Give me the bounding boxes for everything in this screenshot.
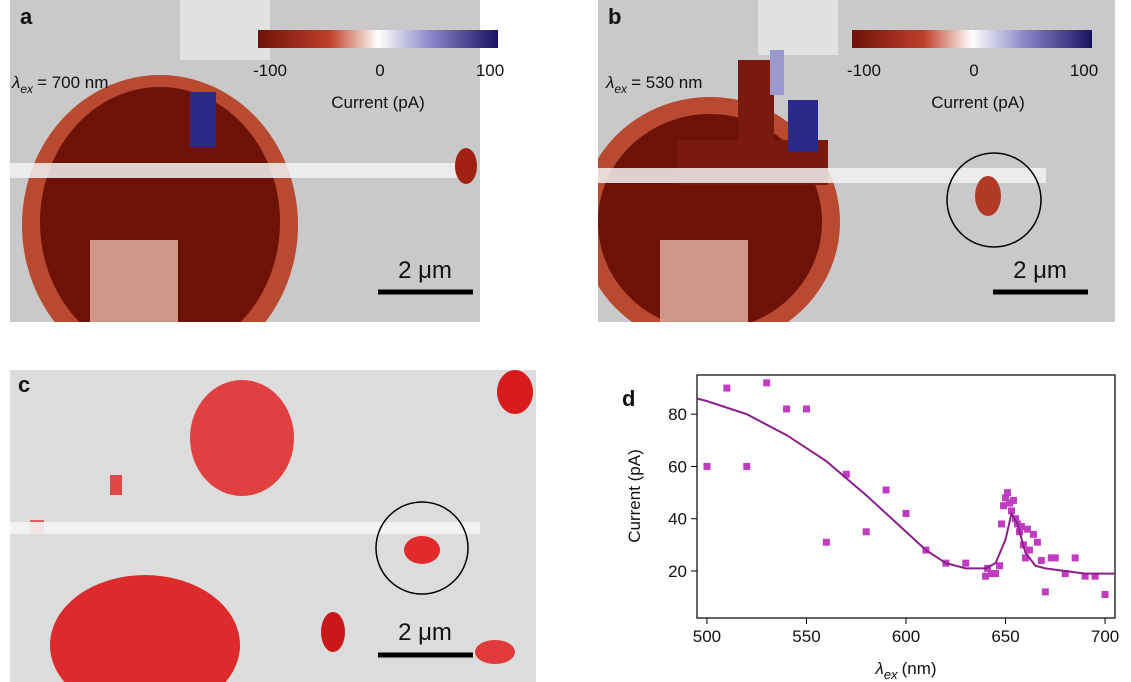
y-tick-label: 40 <box>668 510 687 529</box>
y-tick-label: 20 <box>668 562 687 581</box>
data-point <box>763 379 771 387</box>
data-point <box>996 562 1004 570</box>
data-point <box>1081 572 1089 580</box>
data-point <box>1041 588 1049 596</box>
photocurrent-region <box>738 60 774 180</box>
excitation-label: λex = 530 nm <box>605 73 702 96</box>
data-point <box>1061 570 1069 578</box>
data-point <box>1000 502 1008 510</box>
x-tick-label: 650 <box>991 627 1019 646</box>
electrode <box>90 240 178 322</box>
photocurrent-spot <box>455 148 477 184</box>
panel-label: a <box>20 4 33 29</box>
highlight-circle <box>375 501 469 595</box>
photocurrent-region <box>190 380 294 496</box>
data-point <box>992 570 1000 578</box>
data-point <box>862 528 870 536</box>
negative-region <box>788 100 818 152</box>
excitation-label: λex = 700 nm <box>11 73 108 96</box>
data-point <box>723 384 731 392</box>
data-point <box>1006 499 1014 507</box>
photocurrent-spot <box>497 370 533 414</box>
y-tick-label: 80 <box>668 405 687 424</box>
y-axis-label: Current (pA) <box>625 449 644 543</box>
photocurrent-spot <box>475 640 515 664</box>
x-axis-label: λex (nm) <box>874 659 936 682</box>
data-point <box>1023 525 1031 533</box>
colorbar-label: Current (pA) <box>331 93 425 112</box>
panel-label: b <box>608 4 621 29</box>
data-point <box>842 470 850 478</box>
scale-bar-label: 2 μm <box>398 257 452 284</box>
panel-b: b λex = 530 nm Current (pA) 2 μm -100 0 100 <box>598 0 1115 322</box>
x-tick-label: 700 <box>1091 627 1119 646</box>
data-point <box>998 520 1006 528</box>
nanowire <box>10 522 480 534</box>
electrode <box>180 0 270 60</box>
photocurrent-spot <box>110 475 122 495</box>
data-point <box>1051 554 1059 562</box>
colorbar-label: Current (pA) <box>931 93 1025 112</box>
data-point <box>902 509 910 517</box>
photocurrent-spot <box>975 176 1001 216</box>
negative-region <box>770 50 784 95</box>
photocurrent-spot <box>321 612 345 652</box>
data-point <box>1017 523 1025 531</box>
x-tick-label: 500 <box>693 627 721 646</box>
x-tick-label: 600 <box>892 627 920 646</box>
panel-label: c <box>18 372 30 397</box>
data-point <box>1101 590 1109 598</box>
panel-c: c 2 μm <box>10 370 536 682</box>
data-point <box>703 462 711 470</box>
photocurrent-region <box>50 575 240 682</box>
data-point <box>1009 496 1017 504</box>
data-point <box>982 572 990 580</box>
data-point <box>1047 554 1055 562</box>
data-point <box>1091 572 1099 580</box>
colorbar-tick-label: 0 <box>969 61 978 80</box>
photocurrent-spot <box>404 536 440 564</box>
negative-region <box>190 92 216 147</box>
colorbar <box>258 30 498 48</box>
data-point <box>1002 494 1010 502</box>
colorbar-tick-label: -100 <box>847 61 881 80</box>
electrode <box>660 240 748 322</box>
nanowire <box>10 163 470 178</box>
data-point <box>1071 554 1079 562</box>
colorbar-tick-label: 100 <box>476 61 504 80</box>
x-tick-label: 550 <box>792 627 820 646</box>
highlight-circle <box>946 152 1042 248</box>
scale-bar-label: 2 μm <box>1013 257 1067 284</box>
panel-d: d Current (pA) λex (nm) 500 550 600 650 700 20… <box>622 374 1119 682</box>
electrode <box>758 0 838 55</box>
panel-label: d <box>622 386 635 411</box>
data-point <box>1007 507 1015 515</box>
data-point <box>882 486 890 494</box>
colorbar-tick-label: -100 <box>253 61 287 80</box>
data-point <box>1004 489 1012 497</box>
data-point <box>743 462 751 470</box>
data-point <box>783 405 791 413</box>
panel-a: a λex = 700 nm Current (pA) 2 μm -100 0 100 <box>10 0 504 322</box>
data-point <box>802 405 810 413</box>
colorbar <box>852 30 1092 48</box>
y-tick-label: 60 <box>668 457 687 476</box>
data-point <box>988 570 996 578</box>
data-point <box>1021 554 1029 562</box>
colorbar-tick-label: 0 <box>375 61 384 80</box>
nanowire <box>598 168 1046 183</box>
plot-frame <box>696 374 1116 619</box>
data-point <box>1033 538 1041 546</box>
data-point <box>1025 546 1033 554</box>
scale-bar-label: 2 μm <box>398 619 452 646</box>
data-point <box>1029 530 1037 538</box>
fit-line <box>696 397 1115 575</box>
colorbar-tick-label: 100 <box>1070 61 1098 80</box>
data-point <box>822 538 830 546</box>
data-point <box>962 559 970 567</box>
data-point <box>1037 557 1045 565</box>
